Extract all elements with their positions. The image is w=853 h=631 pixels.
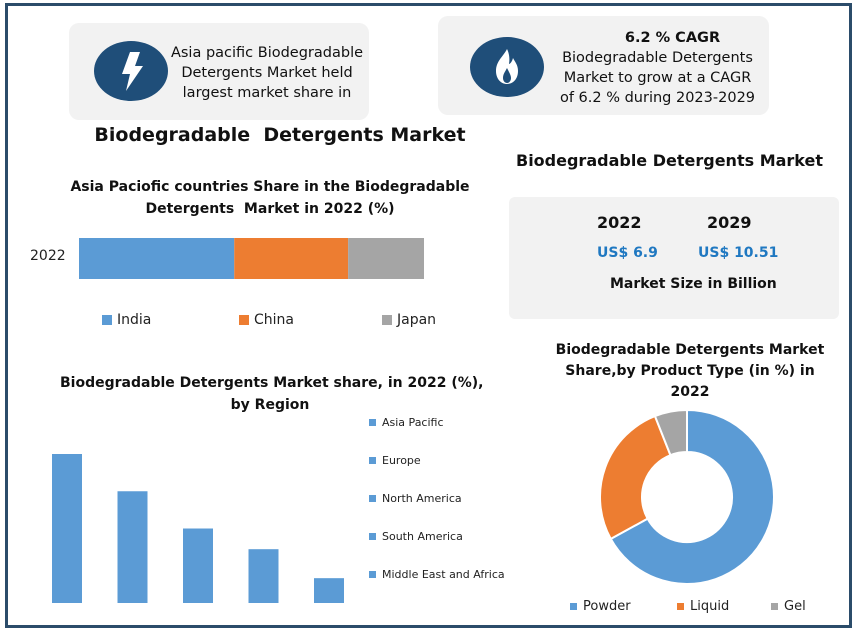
legend-label: Asia Pacific — [382, 416, 444, 429]
legend-item-gel: Gel — [771, 599, 806, 614]
country-share-chart-title: Asia Paciofic countries Share in the Bio… — [40, 176, 500, 220]
cagr-line: Market to grow at a CAGR — [563, 70, 752, 86]
market-value-2022: US$ 6.9 — [597, 245, 658, 261]
lightning-bolt-icon — [122, 52, 143, 91]
legend-label: South America — [382, 530, 463, 543]
cagr-line: of 6.2 % during 2023-2029 — [559, 90, 756, 106]
legend-label: Middle East and Africa — [382, 568, 505, 581]
chart-title-line: Biodegradable Detergents Market share, i… — [60, 375, 484, 391]
legend-swatch — [382, 315, 392, 325]
region-bar-asia-pacific — [52, 454, 82, 603]
chart-title-line: Detergents Market in 2022 (%) — [145, 201, 395, 217]
flame-icon-badge — [470, 37, 544, 97]
legend-swatch — [369, 419, 376, 426]
cagr-highlight-text: 6.2 % CAGR Biodegradable Detergents Mark… — [550, 28, 765, 108]
legend-item-middle-east-and-africa: Middle East and Africa — [369, 568, 505, 581]
legend-label: India — [117, 312, 152, 328]
region-highlight-line: largest market share in — [182, 85, 352, 101]
chart-title-line: Biodegradable Detergents Market — [555, 342, 825, 358]
legend-label: China — [254, 312, 294, 328]
legend-item-china: China — [239, 312, 294, 328]
legend-swatch — [369, 495, 376, 502]
legend-swatch — [369, 457, 376, 464]
region-bar-south-america — [248, 549, 279, 603]
market-size-caption: Market Size in Billion — [610, 276, 777, 292]
region-highlight-text: Asia pacific Biodegradable Detergents Ma… — [167, 43, 367, 103]
legend-swatch — [677, 603, 684, 610]
legend-label: Gel — [784, 599, 806, 614]
market-size-card: 2022 2029 US$ 6.9 US$ 10.51 Market Size … — [509, 197, 839, 319]
market-size-title: Biodegradable Detergents Market — [516, 151, 824, 170]
legend-swatch — [570, 603, 577, 610]
y-category-label: 2022 — [30, 248, 66, 264]
legend-item-japan: Japan — [382, 312, 436, 328]
legend-swatch — [369, 571, 376, 578]
donut-plot — [599, 408, 775, 585]
chart-title-line: Asia Paciofic countries Share in the Bio… — [70, 179, 470, 195]
legend-swatch — [102, 315, 112, 325]
legend-item-north-america: North America — [369, 492, 462, 505]
cagr-line: Biodegradable Detergents — [562, 50, 753, 66]
donut-slice-liquid — [599, 414, 672, 541]
chart-title-line: Share,by Product Type (in %) in — [565, 363, 815, 379]
region-highlight-card: Asia pacific Biodegradable Detergents Ma… — [69, 23, 369, 120]
legend-item-asia-pacific: Asia Pacific — [369, 416, 444, 429]
legend-item-powder: Powder — [570, 599, 631, 614]
legend-swatch — [771, 603, 778, 610]
legend-item-india: India — [102, 312, 151, 328]
chart-title-line: 2022 — [670, 384, 710, 400]
legend-swatch — [239, 315, 249, 325]
infographic-frame — [5, 3, 852, 628]
legend-label: Liquid — [690, 599, 730, 614]
region-bar-europe — [117, 491, 148, 603]
region-chart-title: Biodegradable Detergents Market share, i… — [60, 372, 484, 416]
main-title: Biodegradable Detergents Market — [94, 124, 466, 146]
legend-swatch — [369, 533, 376, 540]
legend-label: Japan — [397, 312, 437, 328]
product-type-chart-title: Biodegradable Detergents Market Share,by… — [540, 340, 840, 403]
year-2022: 2022 — [597, 213, 642, 232]
legend-item-liquid: Liquid — [677, 599, 729, 614]
year-2029: 2029 — [707, 213, 752, 232]
stacked-bar-plot — [79, 238, 424, 279]
region-bar-north-america — [183, 528, 213, 603]
legend-item-south-america: South America — [369, 530, 463, 543]
stacked-bar-segment-china — [234, 238, 349, 279]
legend-label: North America — [382, 492, 462, 505]
legend-label: Powder — [583, 599, 631, 614]
flame-icon — [496, 49, 518, 84]
cagr-heading: 6.2 % CAGR — [624, 30, 721, 46]
donut-slice-powder — [609, 408, 775, 585]
cagr-highlight-card: 6.2 % CAGR Biodegradable Detergents Mark… — [438, 16, 769, 115]
lightning-bolt-icon-badge — [94, 41, 168, 101]
chart-title-line: by Region — [230, 397, 310, 413]
region-bar-middle-east-and-africa — [314, 578, 344, 603]
region-highlight-line: Detergents Market held — [181, 65, 353, 81]
donut-slice-gel — [653, 408, 688, 457]
stacked-bar-segment-india — [79, 238, 235, 279]
region-bar-plot — [52, 454, 344, 603]
stacked-bar-segment-japan — [348, 238, 424, 279]
legend-item-europe: Europe — [369, 454, 421, 467]
market-value-2029: US$ 10.51 — [698, 245, 779, 261]
legend-label: Europe — [382, 454, 421, 467]
region-highlight-line: Asia pacific Biodegradable — [170, 45, 364, 61]
